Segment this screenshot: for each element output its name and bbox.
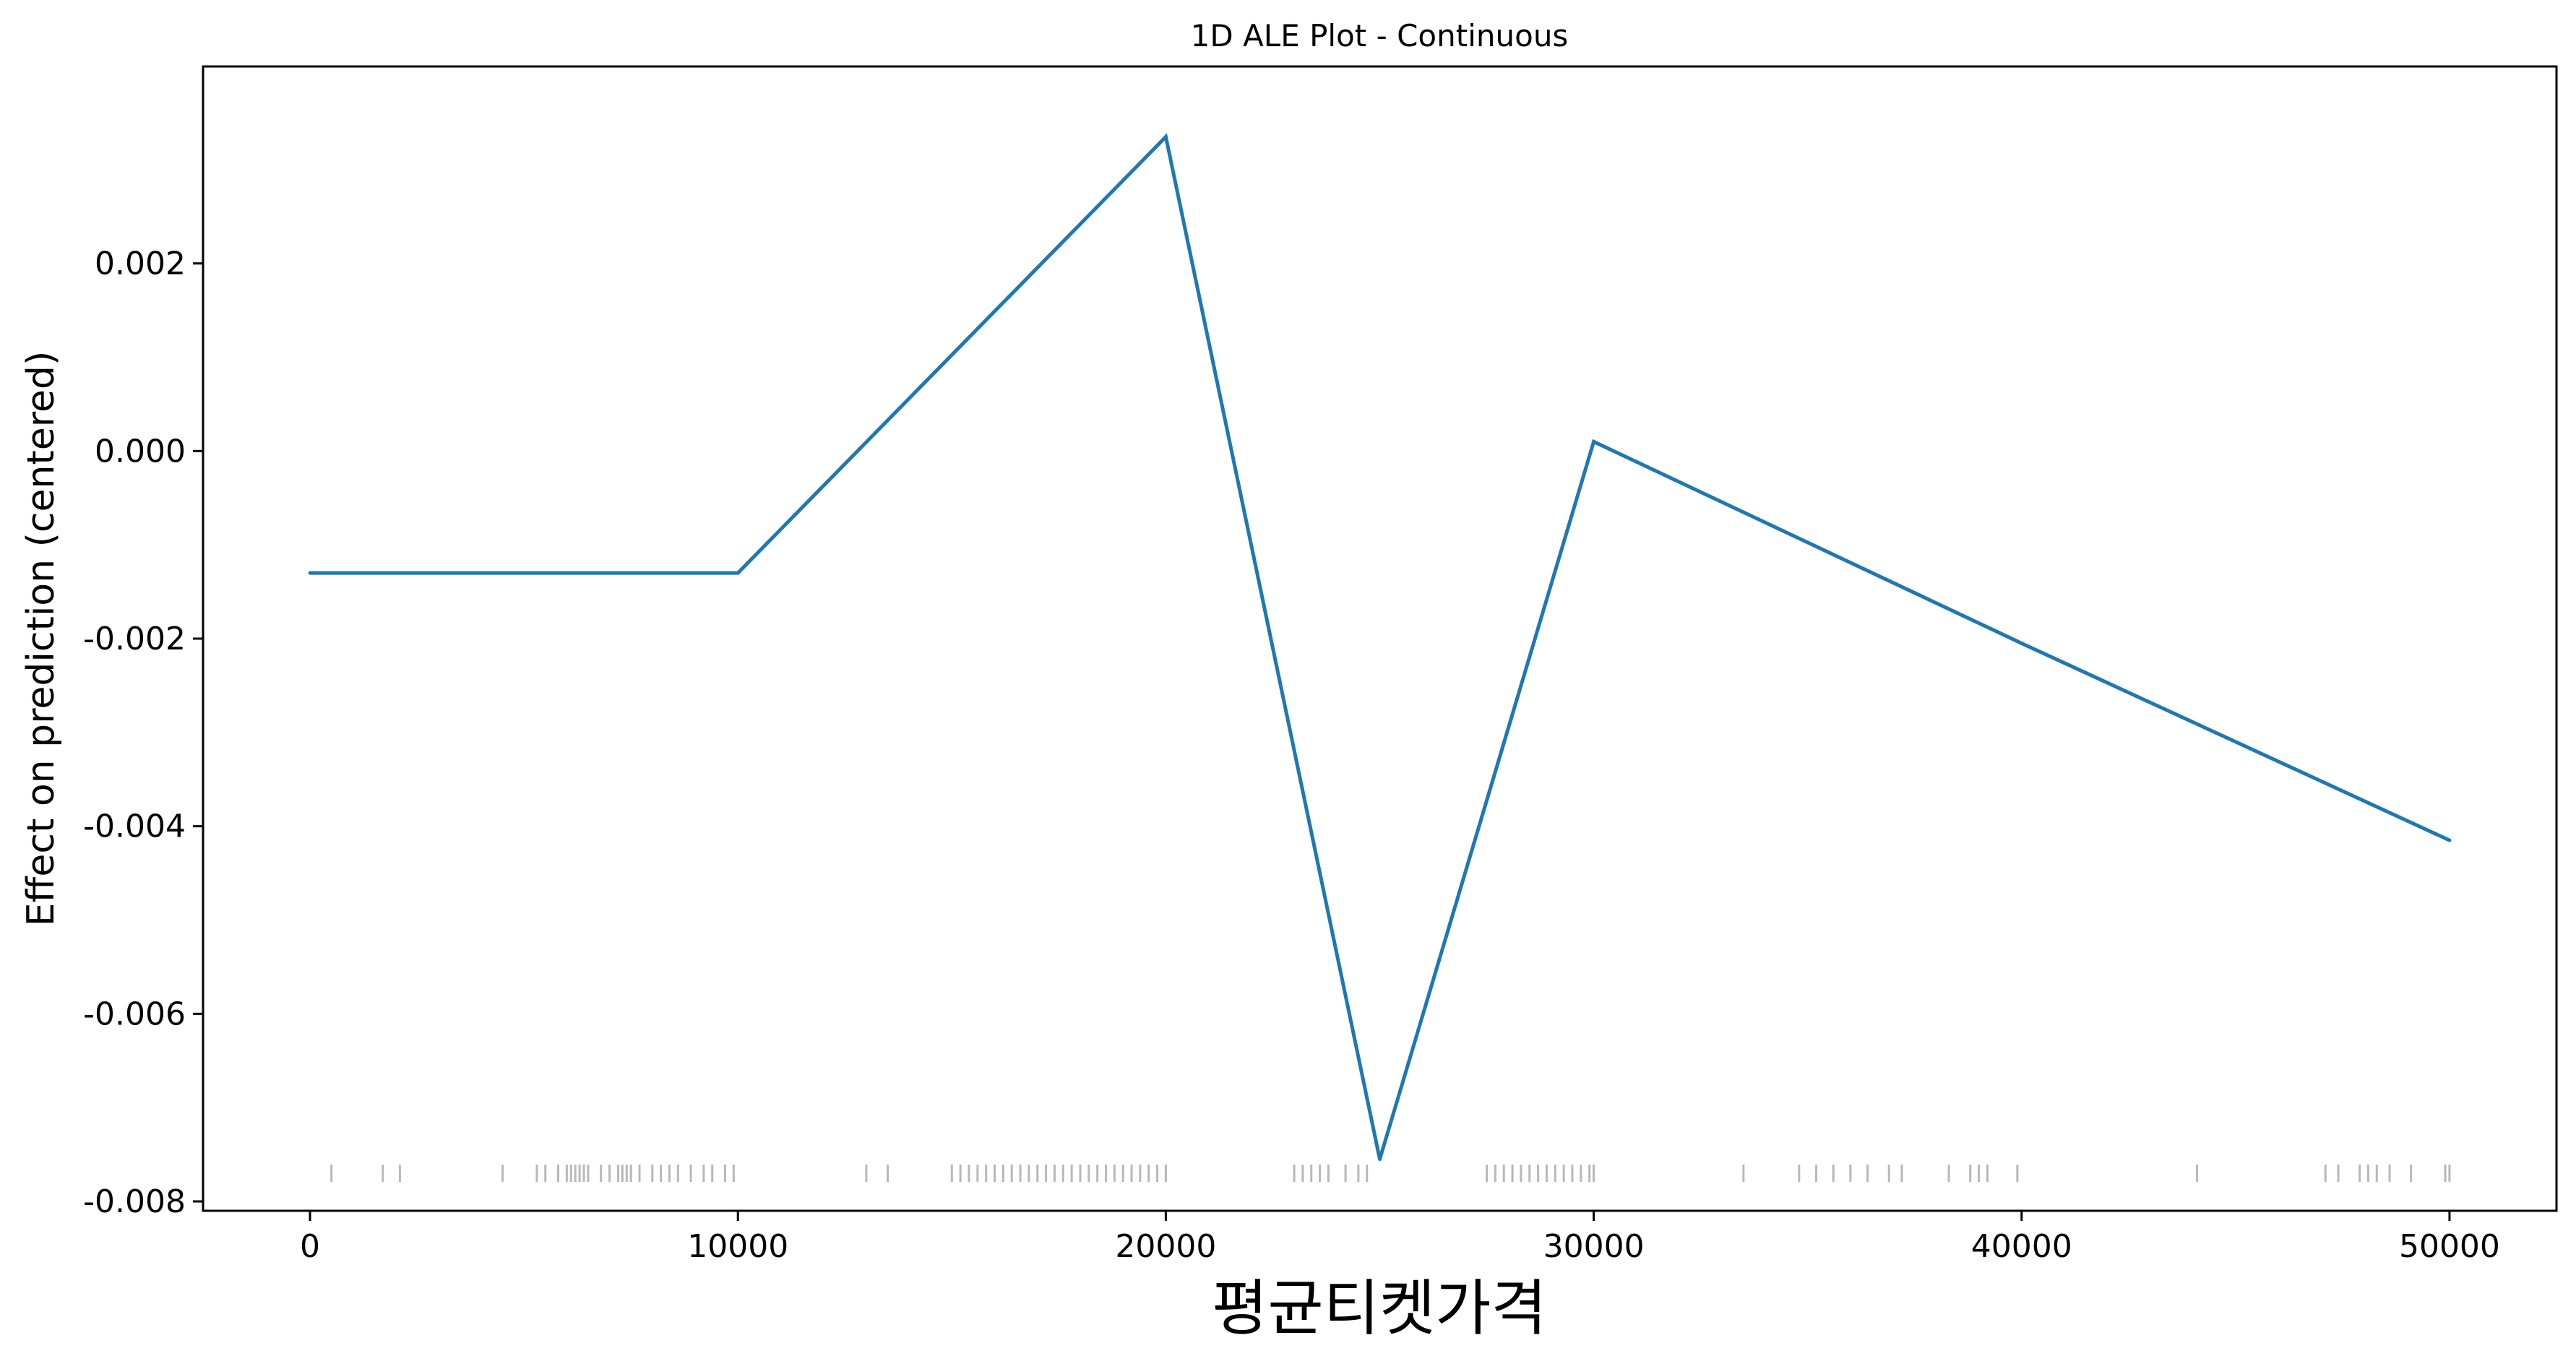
line-layer xyxy=(308,133,2452,1162)
x-tick-label: 40000 xyxy=(1971,1228,2072,1265)
y-tick-label: 0.000 xyxy=(95,433,186,470)
data-point xyxy=(1592,439,1596,444)
data-point xyxy=(2020,641,2024,645)
y-axis: 0.002 0.000 -0.002 -0.004 -0.006 -0.008 xyxy=(83,246,203,1220)
x-axis-label: 평균티켓가격 xyxy=(1212,1273,1547,1344)
data-point xyxy=(2447,838,2452,842)
y-tick-label: -0.008 xyxy=(83,1183,186,1220)
y-tick-label: -0.002 xyxy=(83,621,186,657)
x-tick-label: 10000 xyxy=(687,1228,788,1265)
data-point xyxy=(1163,134,1168,139)
y-axis-label: Effect on prediction (centered) xyxy=(20,351,63,927)
x-tick-label: 30000 xyxy=(1543,1228,1645,1265)
data-point xyxy=(1378,1157,1382,1162)
x-tick-label: 20000 xyxy=(1115,1228,1216,1265)
plot-frame xyxy=(202,65,2558,1212)
data-point xyxy=(308,571,312,575)
x-tick-label: 50000 xyxy=(2399,1228,2500,1265)
rug-layer xyxy=(330,1165,2451,1183)
data-point xyxy=(736,571,740,575)
y-tick-label: -0.006 xyxy=(83,996,186,1032)
chart-title: 1D ALE Plot - Continuous xyxy=(1191,18,1569,53)
x-axis: 0 10000 20000 30000 40000 50000 xyxy=(300,1211,2500,1265)
y-tick-label: -0.004 xyxy=(83,808,186,845)
x-tick-label: 0 xyxy=(300,1228,320,1265)
y-tick-label: 0.002 xyxy=(95,246,186,282)
series-line xyxy=(310,133,2451,1160)
